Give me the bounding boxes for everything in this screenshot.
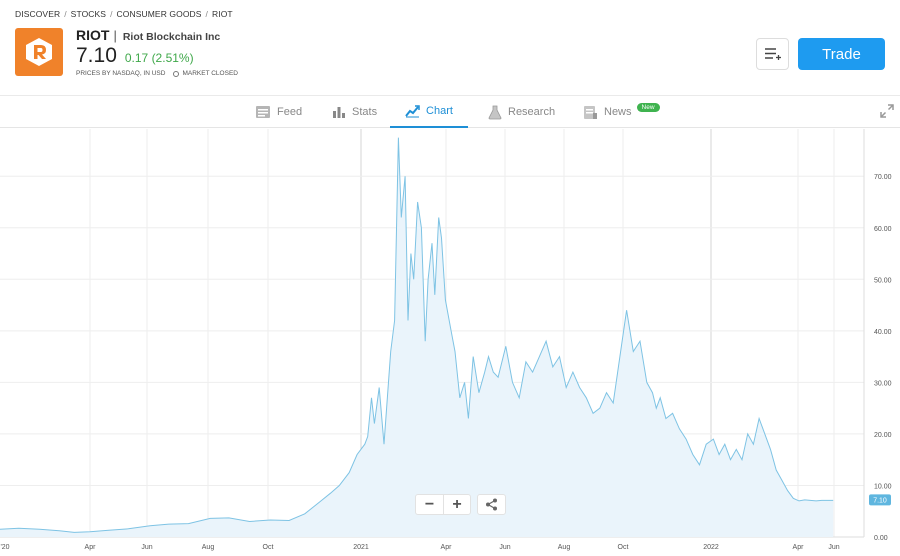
y-tick-label: 70.00: [874, 174, 892, 181]
tab-chart-label: Chart: [426, 105, 453, 117]
breadcrumb-consumer-goods[interactable]: CONSUMER GOODS: [116, 9, 202, 19]
price-meta: PRICES BY NASDAQ, IN USD MARKET CLOSED: [76, 70, 238, 77]
expand-icon: [880, 104, 894, 118]
feed-icon: [255, 105, 271, 119]
tab-research[interactable]: Research: [488, 96, 555, 128]
current-price: 7.10: [76, 44, 117, 67]
y-tick-label: 60.00: [874, 226, 892, 233]
tab-news[interactable]: News New: [583, 96, 660, 128]
zoom-in-button[interactable]: +: [443, 495, 470, 514]
x-tick-label: Jun: [828, 544, 839, 551]
x-tick-label: Jun: [499, 544, 510, 551]
title-divider: |: [113, 28, 117, 43]
research-icon: [488, 105, 502, 120]
stats-icon: [332, 105, 346, 119]
x-tick-label: Oct: [618, 544, 629, 551]
expand-chart-button[interactable]: [880, 104, 894, 123]
share-icon: [486, 498, 497, 511]
x-tick-label: Apr: [793, 544, 805, 551]
clock-icon: [173, 70, 180, 77]
instrument-tabs: Feed Stats Chart Research News New: [0, 95, 900, 128]
y-tick-label: 40.00: [874, 329, 892, 336]
last-price-label: 7.10: [873, 497, 887, 504]
tab-stats-label: Stats: [352, 106, 378, 118]
instrument-title: RIOT | Riot Blockchain Inc: [76, 27, 220, 43]
breadcrumb-discover[interactable]: DISCOVER: [15, 9, 61, 19]
x-tick-label: Apr: [441, 544, 453, 551]
price-area: [0, 137, 834, 537]
share-button[interactable]: [477, 494, 506, 515]
ticker-symbol: RIOT: [76, 27, 110, 43]
instrument-logo: [15, 28, 63, 76]
price-chart-svg: 0.0010.0020.0030.0040.0050.0060.0070.00 …: [0, 129, 892, 551]
zoom-controls: − +: [415, 494, 471, 515]
x-tick-label: 2022: [703, 544, 719, 551]
tab-feed[interactable]: Feed: [255, 96, 302, 128]
price-row: 7.10 0.17 (2.51%): [76, 44, 194, 68]
riot-logo-icon: [26, 38, 52, 66]
y-tick-label: 50.00: [874, 277, 892, 284]
new-badge: New: [636, 102, 660, 112]
breadcrumb: DISCOVER / STOCKS / CONSUMER GOODS / RIOT: [15, 9, 233, 19]
market-status: MARKET CLOSED: [182, 70, 238, 77]
price-source: PRICES BY NASDAQ, IN USD: [76, 70, 166, 77]
add-to-watchlist-icon: [764, 48, 781, 60]
x-tick-label: Jun: [141, 544, 152, 551]
y-tick-label: 0.00: [874, 535, 888, 542]
y-tick-label: 20.00: [874, 432, 892, 439]
zoom-out-button[interactable]: −: [424, 495, 435, 513]
news-icon: [583, 105, 598, 120]
tab-feed-label: Feed: [277, 106, 303, 118]
x-tick-label: Oct: [263, 544, 274, 551]
price-line: [0, 137, 834, 533]
x-tick-label: '20: [0, 544, 9, 551]
x-tick-label: 2021: [353, 544, 369, 551]
y-tick-label: 30.00: [874, 380, 892, 387]
tab-chart[interactable]: Chart: [390, 96, 468, 128]
company-name: Riot Blockchain Inc: [122, 31, 221, 43]
add-to-watchlist-button[interactable]: [756, 38, 789, 70]
x-tick-label: Apr: [85, 544, 97, 551]
chart-icon: [405, 104, 420, 118]
last-price-marker: [869, 494, 891, 506]
breadcrumb-riot: RIOT: [212, 9, 233, 19]
y-tick-label: 10.00: [874, 483, 892, 490]
tab-stats[interactable]: Stats: [332, 96, 377, 128]
tab-research-label: Research: [508, 106, 556, 118]
x-tick-label: Aug: [558, 544, 571, 551]
price-chart[interactable]: 0.00 10.00 20.00 30.00 40.00 50.00 60.00 70.00 …: [0, 129, 900, 556]
price-change: 0.17 (2.51%): [124, 51, 194, 65]
tab-news-label: News: [604, 106, 632, 118]
breadcrumb-stocks[interactable]: STOCKS: [70, 9, 107, 19]
trade-button[interactable]: Trade: [798, 38, 885, 70]
x-tick-label: Aug: [202, 544, 215, 551]
